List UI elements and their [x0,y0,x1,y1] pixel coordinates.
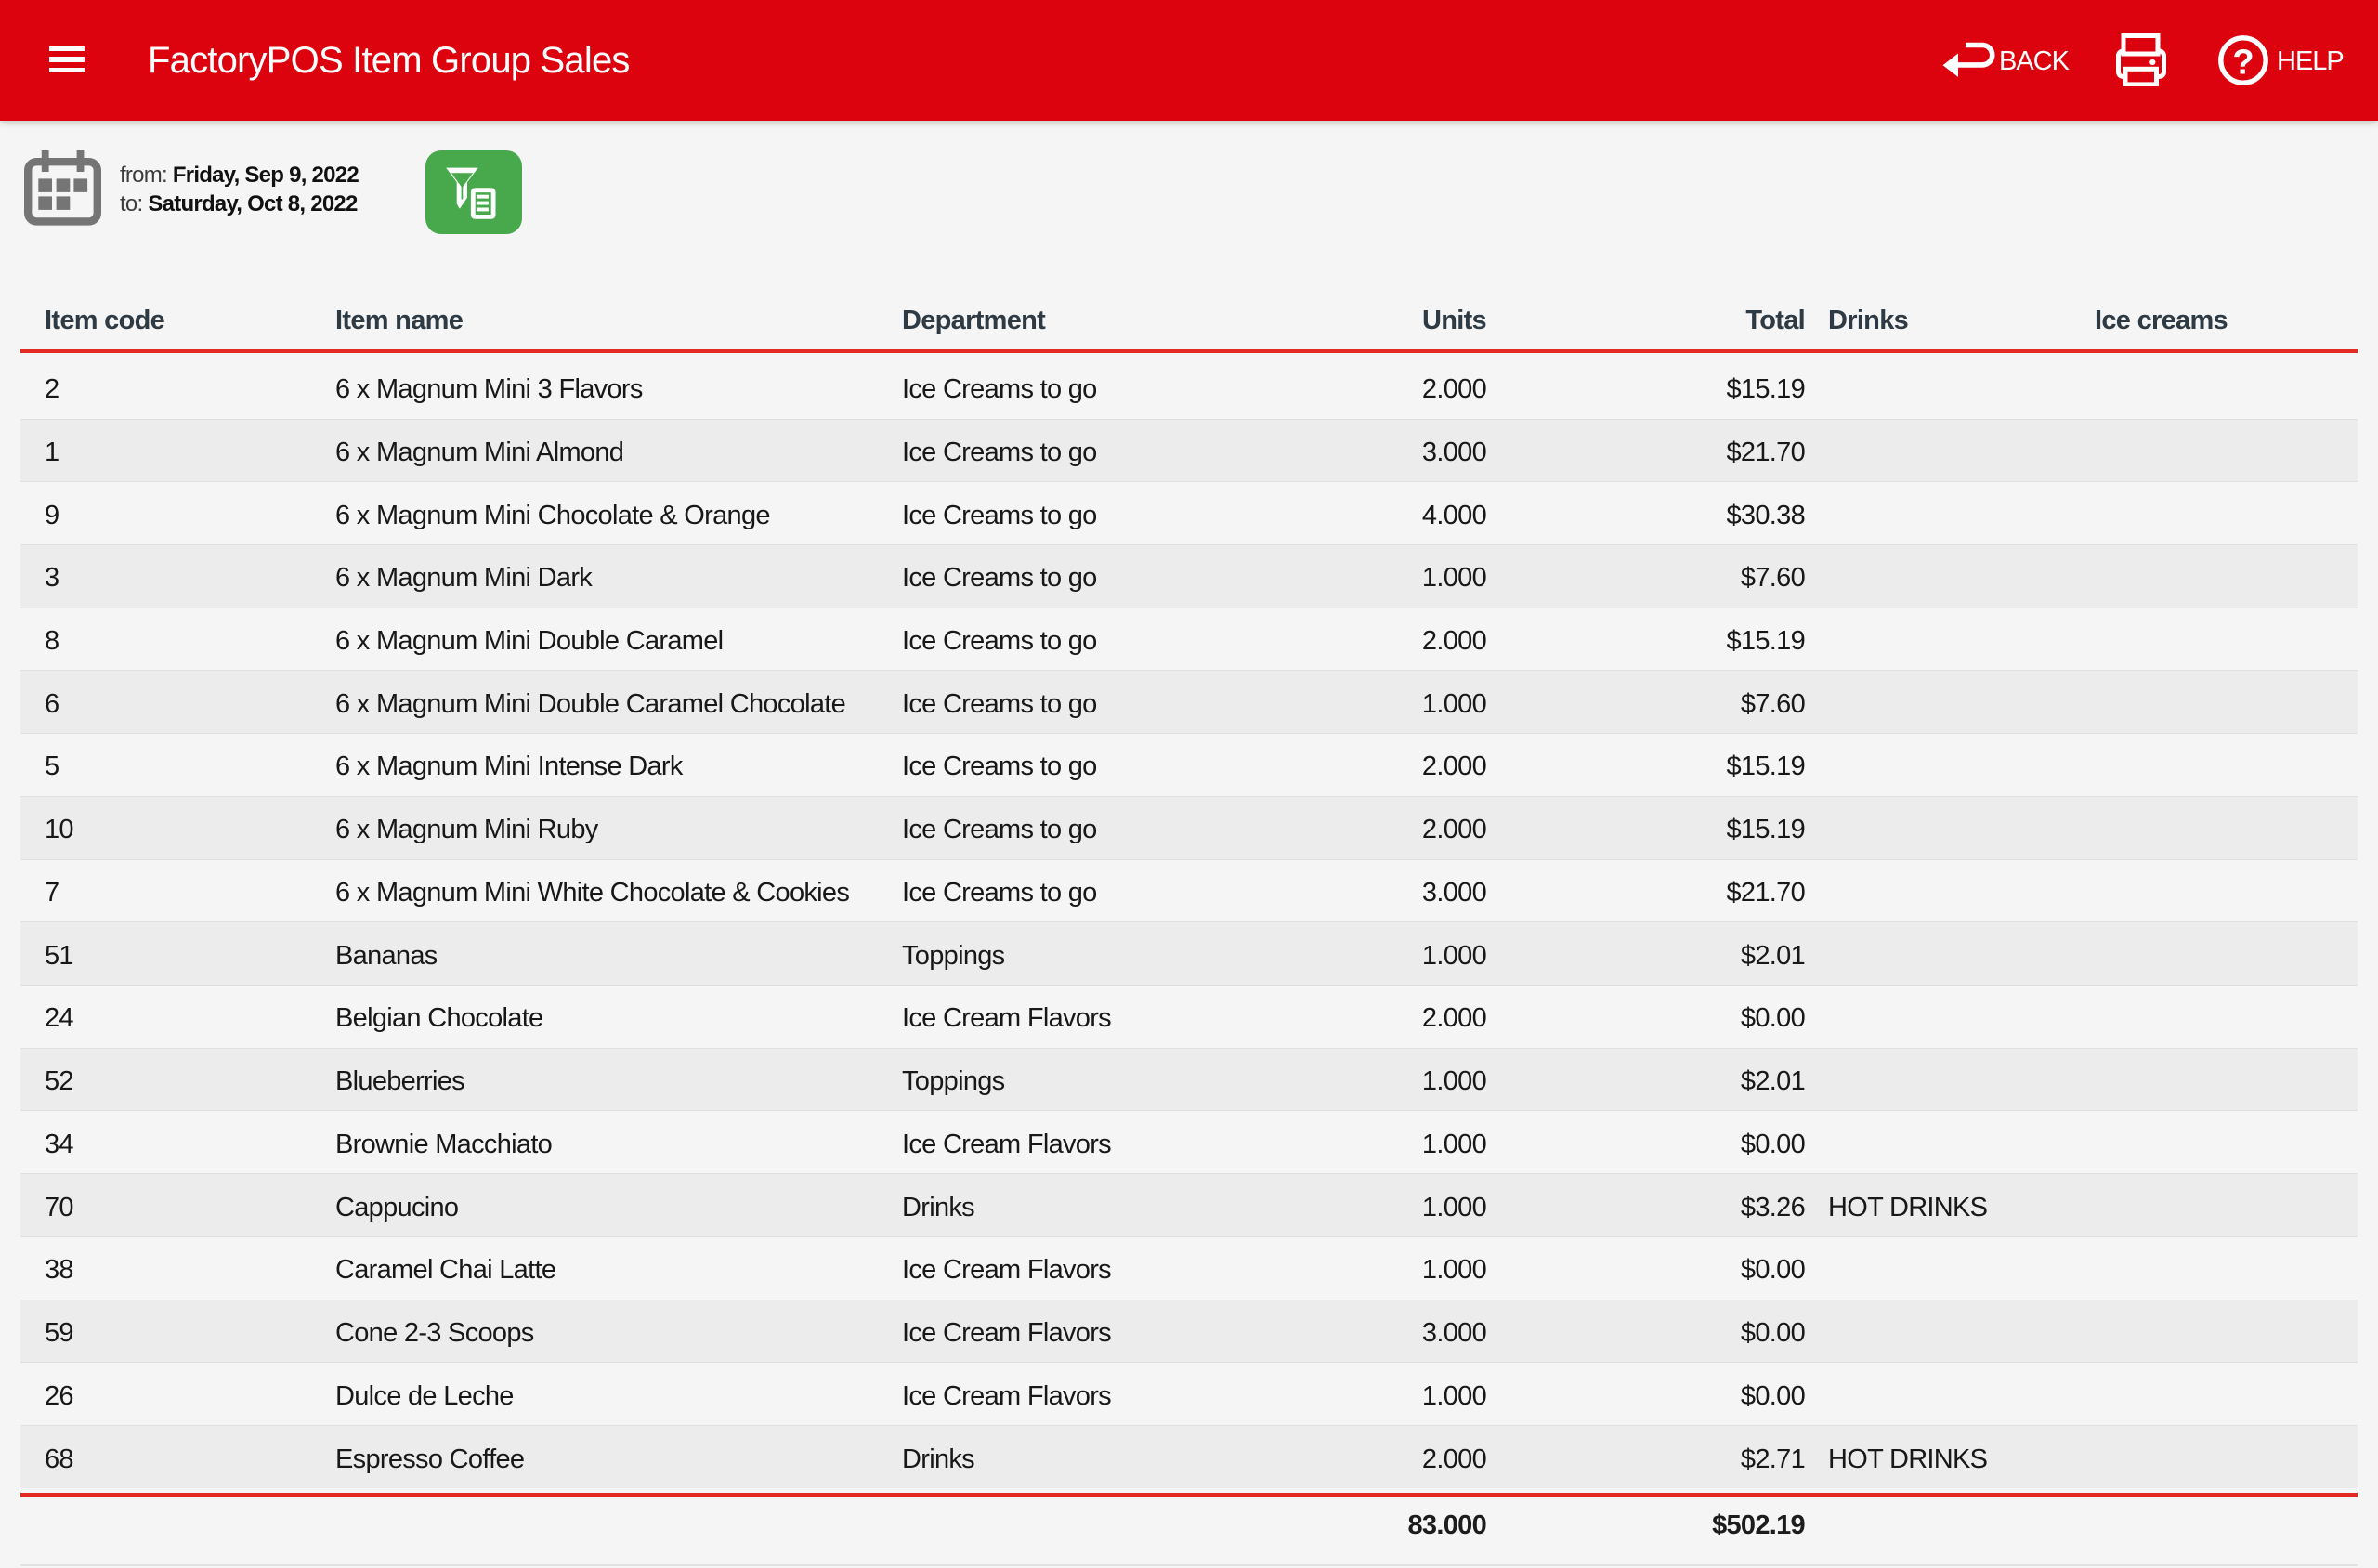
svg-text:?: ? [2232,44,2254,83]
